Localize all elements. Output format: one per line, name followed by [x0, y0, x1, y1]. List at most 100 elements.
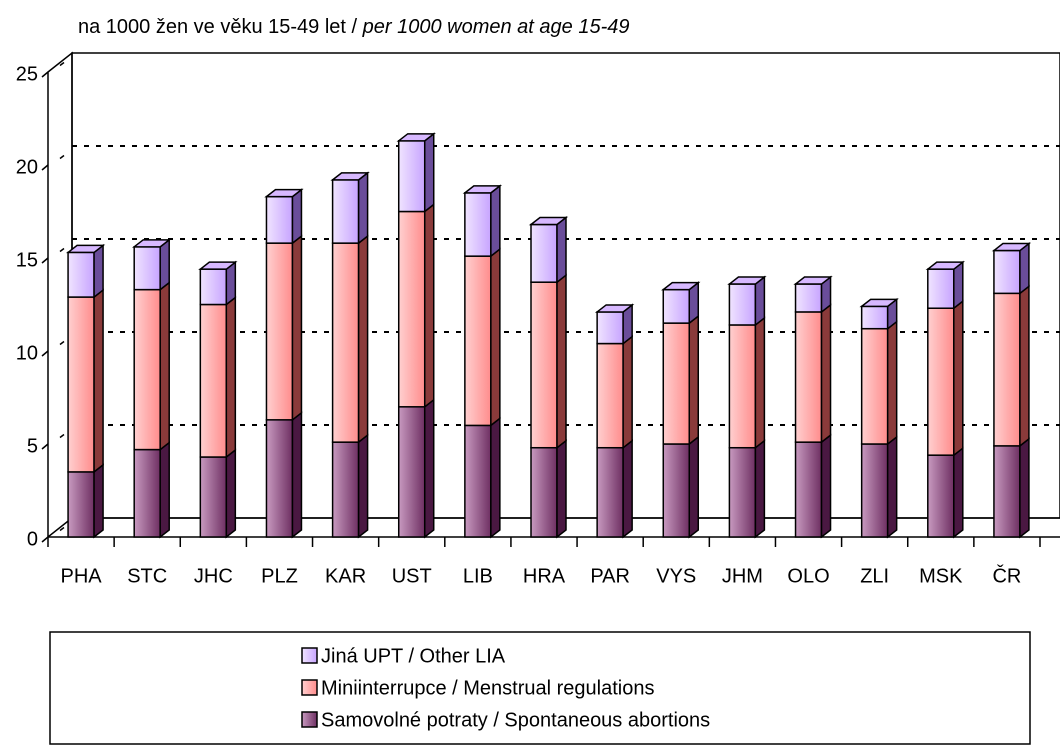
bar-side: [357, 234, 369, 444]
y-tick: [41, 257, 49, 264]
x-tick-label: VYS: [656, 565, 696, 587]
bar-side: [93, 243, 104, 299]
bar-side: [556, 439, 567, 539]
bar-segment: [596, 311, 624, 345]
bar-segment: [993, 292, 1021, 447]
bar-segment: [265, 419, 294, 538]
bar-segment: [794, 441, 823, 538]
bar-segment: [199, 456, 228, 538]
bar-side: [423, 398, 435, 539]
x-tick-label: PHA: [61, 565, 103, 587]
bar-top: [594, 304, 635, 313]
bar-segment: [265, 242, 294, 421]
x-tick-label: ČR: [992, 564, 1021, 587]
x-tick-label: JHM: [722, 565, 763, 587]
bar-segment: [397, 210, 426, 408]
bar-segment: [728, 283, 757, 326]
bar-segment: [662, 322, 691, 445]
bar-side: [490, 247, 501, 427]
y-tick-label: 25: [16, 63, 38, 85]
bar-segment: [596, 446, 624, 538]
x-tick-label: HRA: [523, 565, 566, 587]
y-tick-label: 15: [16, 249, 38, 271]
bar-segment: [464, 424, 492, 538]
bar-side: [754, 439, 766, 539]
legend-swatch: [301, 679, 318, 696]
bar-side: [93, 463, 104, 539]
bar-segment: [331, 179, 360, 244]
bar-segment: [265, 195, 294, 244]
bar-side: [1019, 284, 1030, 448]
x-tick-label: ZLI: [860, 565, 889, 587]
bar-side: [953, 446, 964, 539]
x-tick-label: LIB: [463, 565, 493, 587]
bar-segment: [530, 223, 558, 283]
bar-segment: [927, 307, 955, 456]
legend-label: Jiná UPT / Other LIA: [321, 645, 506, 667]
y-tick-back: [59, 433, 65, 439]
y-tick-label: 5: [27, 435, 38, 457]
bar-side: [688, 314, 700, 446]
bar-side: [556, 273, 567, 450]
bar-side: [225, 448, 237, 539]
bar-segment: [530, 446, 558, 538]
bar-segment: [927, 454, 955, 538]
bar-segment: [331, 242, 360, 443]
bar-top: [264, 188, 304, 198]
bar-side: [1019, 242, 1030, 295]
bar-segment: [860, 327, 889, 445]
y-tick-label: 20: [16, 156, 38, 178]
bar-segment: [728, 446, 757, 538]
bar-top: [727, 276, 767, 285]
bar-segment: [397, 140, 426, 213]
bar-side: [159, 238, 170, 292]
bar-side: [886, 320, 898, 446]
bar-side: [159, 441, 170, 539]
bar-top: [925, 261, 965, 270]
x-tick-label: UST: [392, 565, 432, 587]
y-tick-back: [59, 154, 65, 160]
x-tick-label: PLZ: [261, 565, 298, 587]
bar-segment: [464, 255, 492, 427]
bar-side: [820, 303, 832, 444]
bar-side: [688, 435, 700, 539]
x-tick-label: KAR: [325, 565, 366, 587]
bar-segment: [794, 311, 823, 443]
bar-side: [291, 234, 303, 422]
bar-side: [93, 288, 104, 474]
bar-segment: [67, 251, 95, 298]
legend-swatch: [301, 647, 318, 664]
bar-top: [859, 298, 899, 308]
bar-segment: [860, 305, 889, 330]
legend-label: Samovolné potraty / Spontaneous abortion…: [321, 709, 710, 731]
y-tick: [41, 71, 49, 78]
bar-segment: [794, 283, 823, 313]
bar-segment: [728, 324, 757, 449]
y-tick: [41, 350, 49, 357]
bar-side: [291, 188, 303, 245]
bar-segment: [993, 249, 1021, 295]
y-tick: [41, 536, 49, 543]
bar-segment: [397, 406, 426, 538]
bar-segment: [67, 471, 95, 538]
subtitle-cz: na 1000 žen ve věku 15-49 let /: [78, 16, 363, 38]
bar-side: [225, 295, 237, 459]
bar-segment: [199, 268, 228, 306]
y-tick: [41, 164, 49, 171]
legend-swatch: [301, 711, 318, 728]
bar-segment: [860, 443, 889, 538]
bar-side: [357, 171, 369, 245]
bar-top: [132, 239, 172, 248]
bar-segment: [662, 443, 691, 538]
y-tick-back: [59, 526, 65, 532]
bar-side: [820, 433, 832, 539]
subtitle: na 1000 žen ve věku 15-49 let / per 1000…: [78, 16, 630, 38]
bar-segment: [464, 192, 492, 257]
y-tick-label: 10: [16, 342, 38, 364]
bar-side: [622, 335, 633, 450]
y-tick-back: [59, 61, 65, 67]
bar-top: [528, 216, 569, 226]
x-tick-label: MSK: [919, 565, 963, 587]
bar-side: [291, 411, 303, 539]
bar-segment: [133, 246, 161, 291]
